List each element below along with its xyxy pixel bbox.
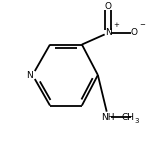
Text: −: − <box>140 22 146 28</box>
Text: N: N <box>26 70 33 80</box>
Text: O: O <box>131 28 138 37</box>
Text: +: + <box>114 22 119 28</box>
Text: O: O <box>105 2 112 11</box>
Text: N: N <box>105 28 111 37</box>
Text: 3: 3 <box>134 118 139 124</box>
Text: CH: CH <box>121 113 134 122</box>
Text: NH: NH <box>101 113 115 122</box>
